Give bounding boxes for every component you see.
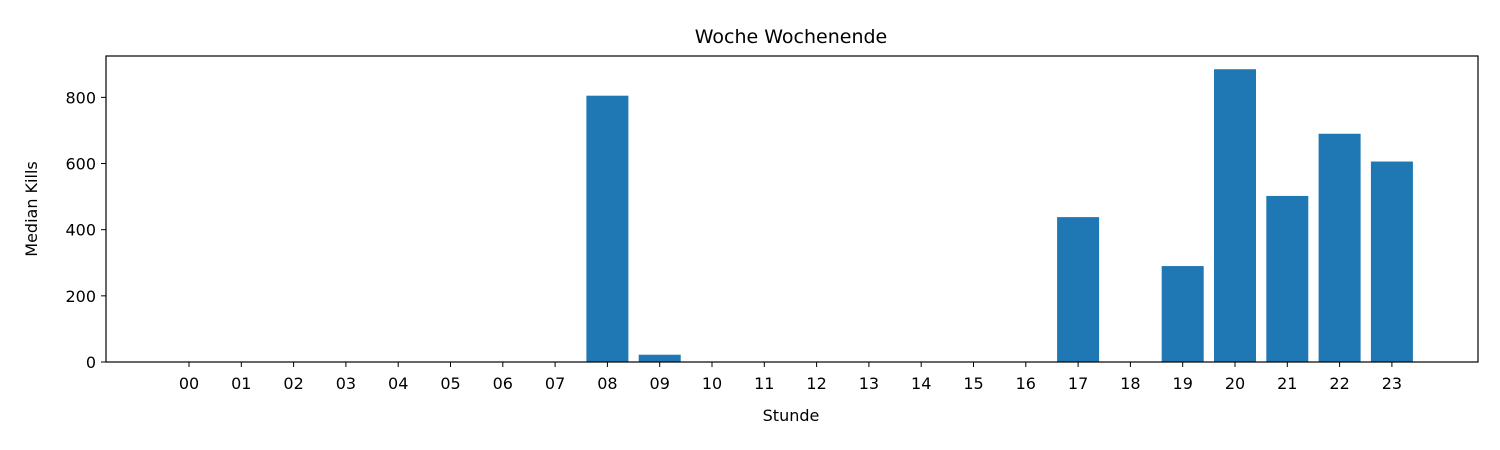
x-tick-label-01: 01 bbox=[231, 374, 251, 393]
x-tick-label-17: 17 bbox=[1068, 374, 1088, 393]
bar-20 bbox=[1214, 69, 1256, 363]
bars-group bbox=[586, 69, 1413, 363]
y-tick-label-200: 200 bbox=[65, 287, 96, 306]
x-tick-label-23: 23 bbox=[1382, 374, 1402, 393]
x-tick-label-16: 16 bbox=[1016, 374, 1036, 393]
y-tick-label-400: 400 bbox=[65, 221, 96, 240]
chart-title: Woche Wochenende bbox=[695, 26, 888, 48]
x-tick-label-07: 07 bbox=[545, 374, 565, 393]
y-tick-label-800: 800 bbox=[65, 88, 96, 107]
y-axis-label: Median Kills bbox=[22, 161, 41, 256]
x-tick-label-11: 11 bbox=[754, 374, 774, 393]
x-tick-label-14: 14 bbox=[911, 374, 931, 393]
y-tick-label-0: 0 bbox=[86, 353, 96, 372]
plot-frame bbox=[105, 55, 1479, 363]
x-tick-label-13: 13 bbox=[859, 374, 879, 393]
bar-23 bbox=[1370, 161, 1413, 362]
x-tick-label-02: 02 bbox=[283, 374, 303, 393]
x-tick-label-15: 15 bbox=[963, 374, 983, 393]
x-tick-label-22: 22 bbox=[1329, 374, 1349, 393]
x-axis: 00 01 02 03 04 05 06 07 08 09 10 11 12 13 14 15 16 17 18 19… bbox=[179, 362, 1402, 393]
x-tick-label-06: 06 bbox=[493, 374, 513, 393]
x-tick-label-18: 18 bbox=[1120, 374, 1140, 393]
bar-21 bbox=[1266, 195, 1309, 362]
x-tick-label-10: 10 bbox=[702, 374, 722, 393]
bar-09 bbox=[638, 354, 681, 362]
x-tick-label-03: 03 bbox=[336, 374, 356, 393]
bar-08 bbox=[586, 95, 629, 362]
bar-19 bbox=[1161, 266, 1204, 362]
bar-17 bbox=[1057, 217, 1100, 362]
x-tick-label-04: 04 bbox=[388, 374, 408, 393]
x-tick-label-12: 12 bbox=[806, 374, 826, 393]
x-tick-label-05: 05 bbox=[440, 374, 460, 393]
bar-22 bbox=[1318, 133, 1361, 362]
x-tick-label-09: 09 bbox=[650, 374, 670, 393]
y-axis: 0 200 400 600 800 bbox=[65, 88, 106, 372]
x-tick-label-00: 00 bbox=[179, 374, 199, 393]
x-tick-label-21: 21 bbox=[1277, 374, 1297, 393]
x-tick-label-20: 20 bbox=[1225, 374, 1245, 393]
y-tick-label-600: 600 bbox=[65, 155, 96, 174]
x-axis-label: Stunde bbox=[763, 406, 820, 425]
x-tick-label-19: 19 bbox=[1173, 374, 1193, 393]
x-tick-label-08: 08 bbox=[597, 374, 617, 393]
